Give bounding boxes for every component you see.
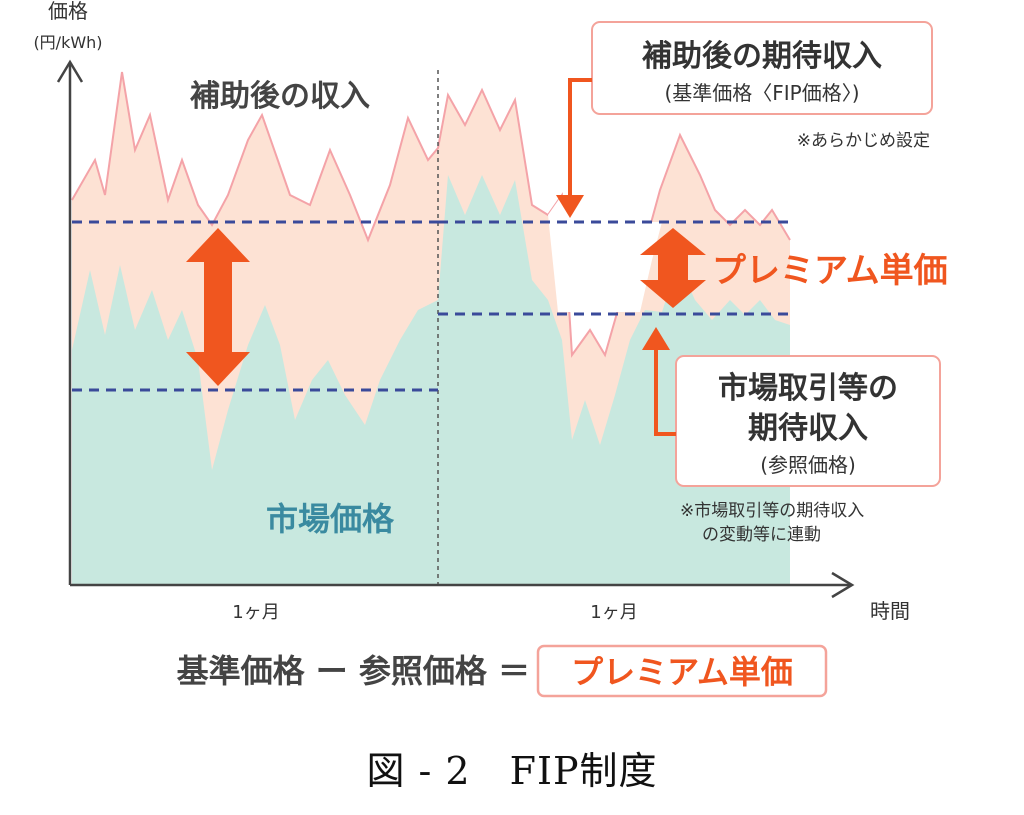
premium-double-arrow-icon: [186, 228, 250, 386]
y-axis-unit: (円/kWh): [33, 33, 102, 52]
post-subsidy-income-label: 補助後の収入: [189, 79, 370, 114]
formula-lhs: 基準価格 ー 参照価格 ＝: [177, 652, 530, 690]
post-subsidy-income-line: [71, 71, 791, 358]
market-price-label: 市場価格: [266, 500, 395, 538]
premium-double-arrow-small-icon: [640, 228, 706, 308]
formula-result-box: [536, 644, 828, 698]
y-axis-arrow-icon: [56, 59, 84, 83]
period-label-2: 1ヶ月: [590, 602, 637, 623]
expected-income-note: ※あらかじめ設定: [797, 131, 930, 151]
expected-income-pointer-icon: [556, 78, 592, 218]
expected-income-title: 補助後の期待収入: [641, 39, 882, 74]
expected-income-sub: (基準価格〈FIP価格〉): [664, 81, 859, 105]
market-income-note-2: の変動等に連動: [702, 525, 821, 545]
market-income-title-1: 市場取引等の: [718, 371, 898, 406]
formula-rhs: プレミアム単価: [571, 653, 793, 691]
premium-unit-price-label: プレミアム単価: [712, 251, 948, 291]
market-income-callout: [675, 355, 941, 487]
market-income-sub: (参照価格): [760, 453, 856, 477]
market-price-area: [72, 175, 790, 585]
x-axis-label: 時間: [870, 599, 910, 623]
premium-gap: [548, 195, 662, 312]
market-income-title-2: 期待収入: [748, 411, 868, 446]
market-income-pointer-icon: [642, 327, 676, 436]
market-income-note-1: ※市場取引等の期待収入: [680, 501, 864, 521]
period-label-1: 1ヶ月: [232, 602, 279, 623]
y-axis-label: 価格: [48, 0, 88, 23]
figure-caption: 図 - 2 FIP制度: [366, 749, 658, 793]
expected-income-callout: [591, 21, 933, 115]
x-axis-arrow-icon: [831, 571, 855, 599]
